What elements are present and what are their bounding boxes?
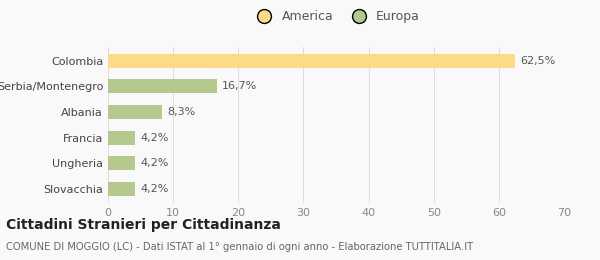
Bar	[108, 54, 515, 68]
Text: 4,2%: 4,2%	[140, 133, 169, 142]
Legend: America, Europa: America, Europa	[247, 5, 425, 28]
Text: 16,7%: 16,7%	[222, 81, 257, 92]
Bar	[108, 105, 162, 119]
Bar	[108, 156, 136, 170]
Bar	[108, 80, 217, 94]
Text: 62,5%: 62,5%	[520, 56, 556, 66]
Text: COMUNE DI MOGGIO (LC) - Dati ISTAT al 1° gennaio di ogni anno - Elaborazione TUT: COMUNE DI MOGGIO (LC) - Dati ISTAT al 1°…	[6, 242, 473, 252]
Text: 4,2%: 4,2%	[140, 158, 169, 168]
Bar	[108, 182, 136, 196]
Bar	[108, 131, 136, 145]
Text: 4,2%: 4,2%	[140, 184, 169, 194]
Text: 8,3%: 8,3%	[167, 107, 196, 117]
Text: Cittadini Stranieri per Cittadinanza: Cittadini Stranieri per Cittadinanza	[6, 218, 281, 232]
